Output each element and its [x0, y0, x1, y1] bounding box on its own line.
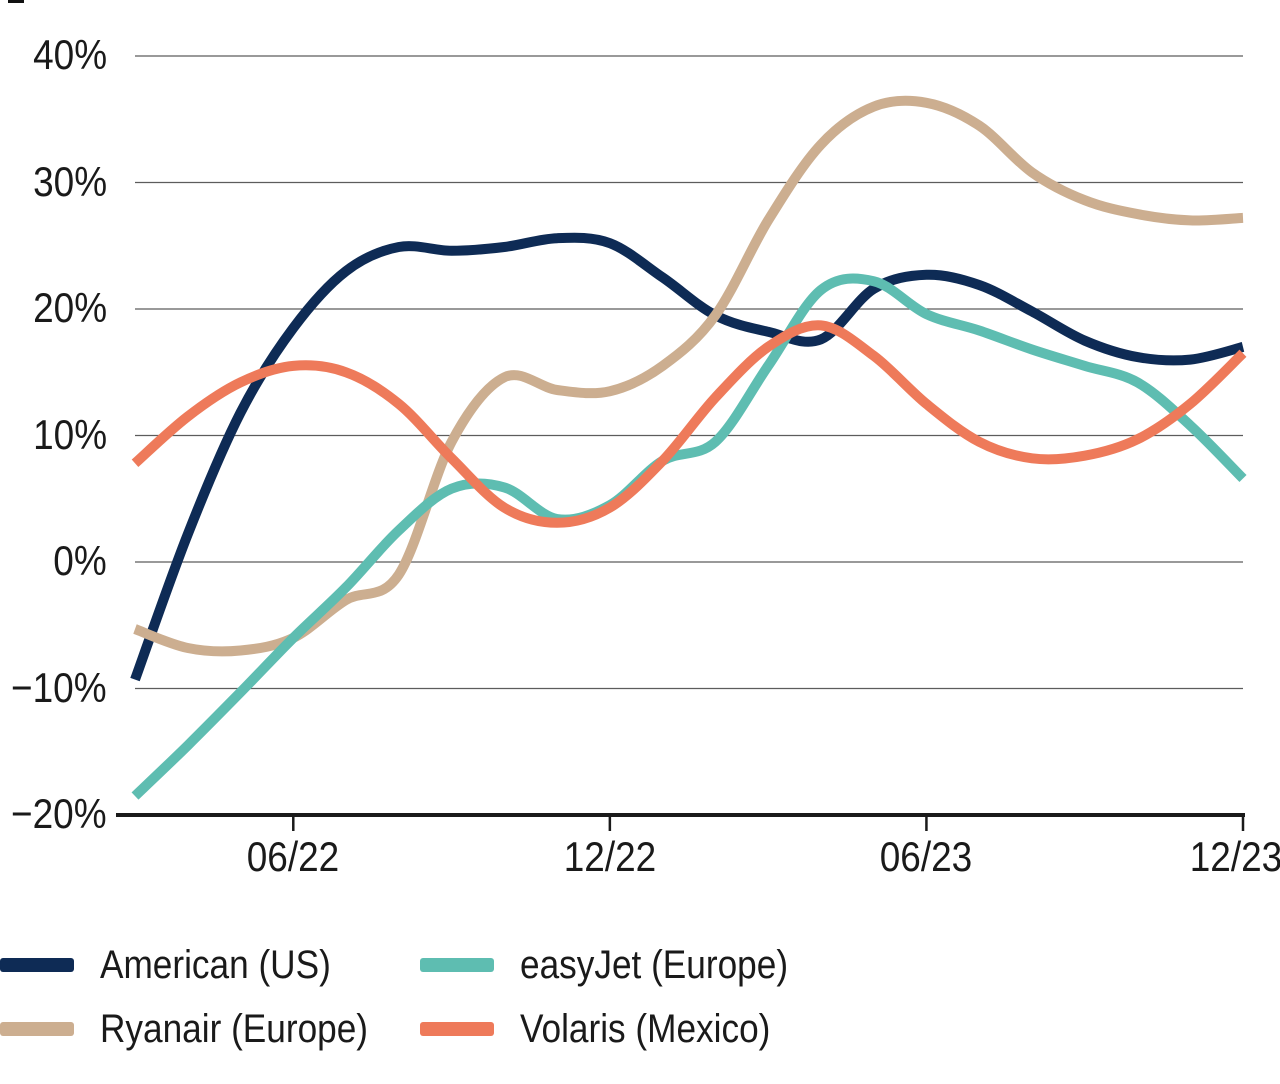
- y-axis-label: 10%: [33, 410, 107, 458]
- legend-item: American (US): [0, 933, 420, 997]
- legend-label: Ryanair (Europe): [100, 1007, 369, 1051]
- legend-swatch: [420, 958, 494, 972]
- legend-swatch: [0, 1022, 74, 1036]
- x-axis-label: 12/22: [563, 833, 657, 880]
- y-axis-label: 40%: [33, 31, 107, 79]
- series-line-volaris-mexico: [131, 320, 1247, 528]
- x-axis-label: 06/22: [247, 833, 340, 880]
- legend-label: Volaris (Mexico): [520, 1007, 771, 1051]
- legend-swatch: [420, 1022, 494, 1036]
- series-line-american-us: [130, 232, 1245, 682]
- y-axis-label: −20%: [11, 790, 107, 838]
- series-line-ryanair-europe: [133, 95, 1244, 657]
- y-axis-label: 0%: [53, 537, 107, 585]
- legend-label: easyJet (Europe): [520, 943, 789, 987]
- legend-item: Volaris (Mexico): [420, 997, 825, 1061]
- series-line-easyjet-europe: [131, 273, 1247, 800]
- y-axis-label: 30%: [33, 157, 107, 205]
- y-axis-label: 20%: [33, 284, 107, 332]
- x-axis-label: 12/23: [1189, 833, 1280, 880]
- crop-artifact-mark: [8, 0, 24, 3]
- legend-item: easyJet (Europe): [420, 933, 825, 997]
- legend-item: Ryanair (Europe): [0, 997, 420, 1061]
- legend-label: American (US): [100, 943, 331, 987]
- x-axis-label: 06/23: [880, 833, 973, 880]
- y-axis-label: −10%: [11, 663, 107, 711]
- legend-swatch: [0, 958, 74, 972]
- legend: American (US) easyJet (Europe) Ryanair (Eu…: [0, 933, 825, 1061]
